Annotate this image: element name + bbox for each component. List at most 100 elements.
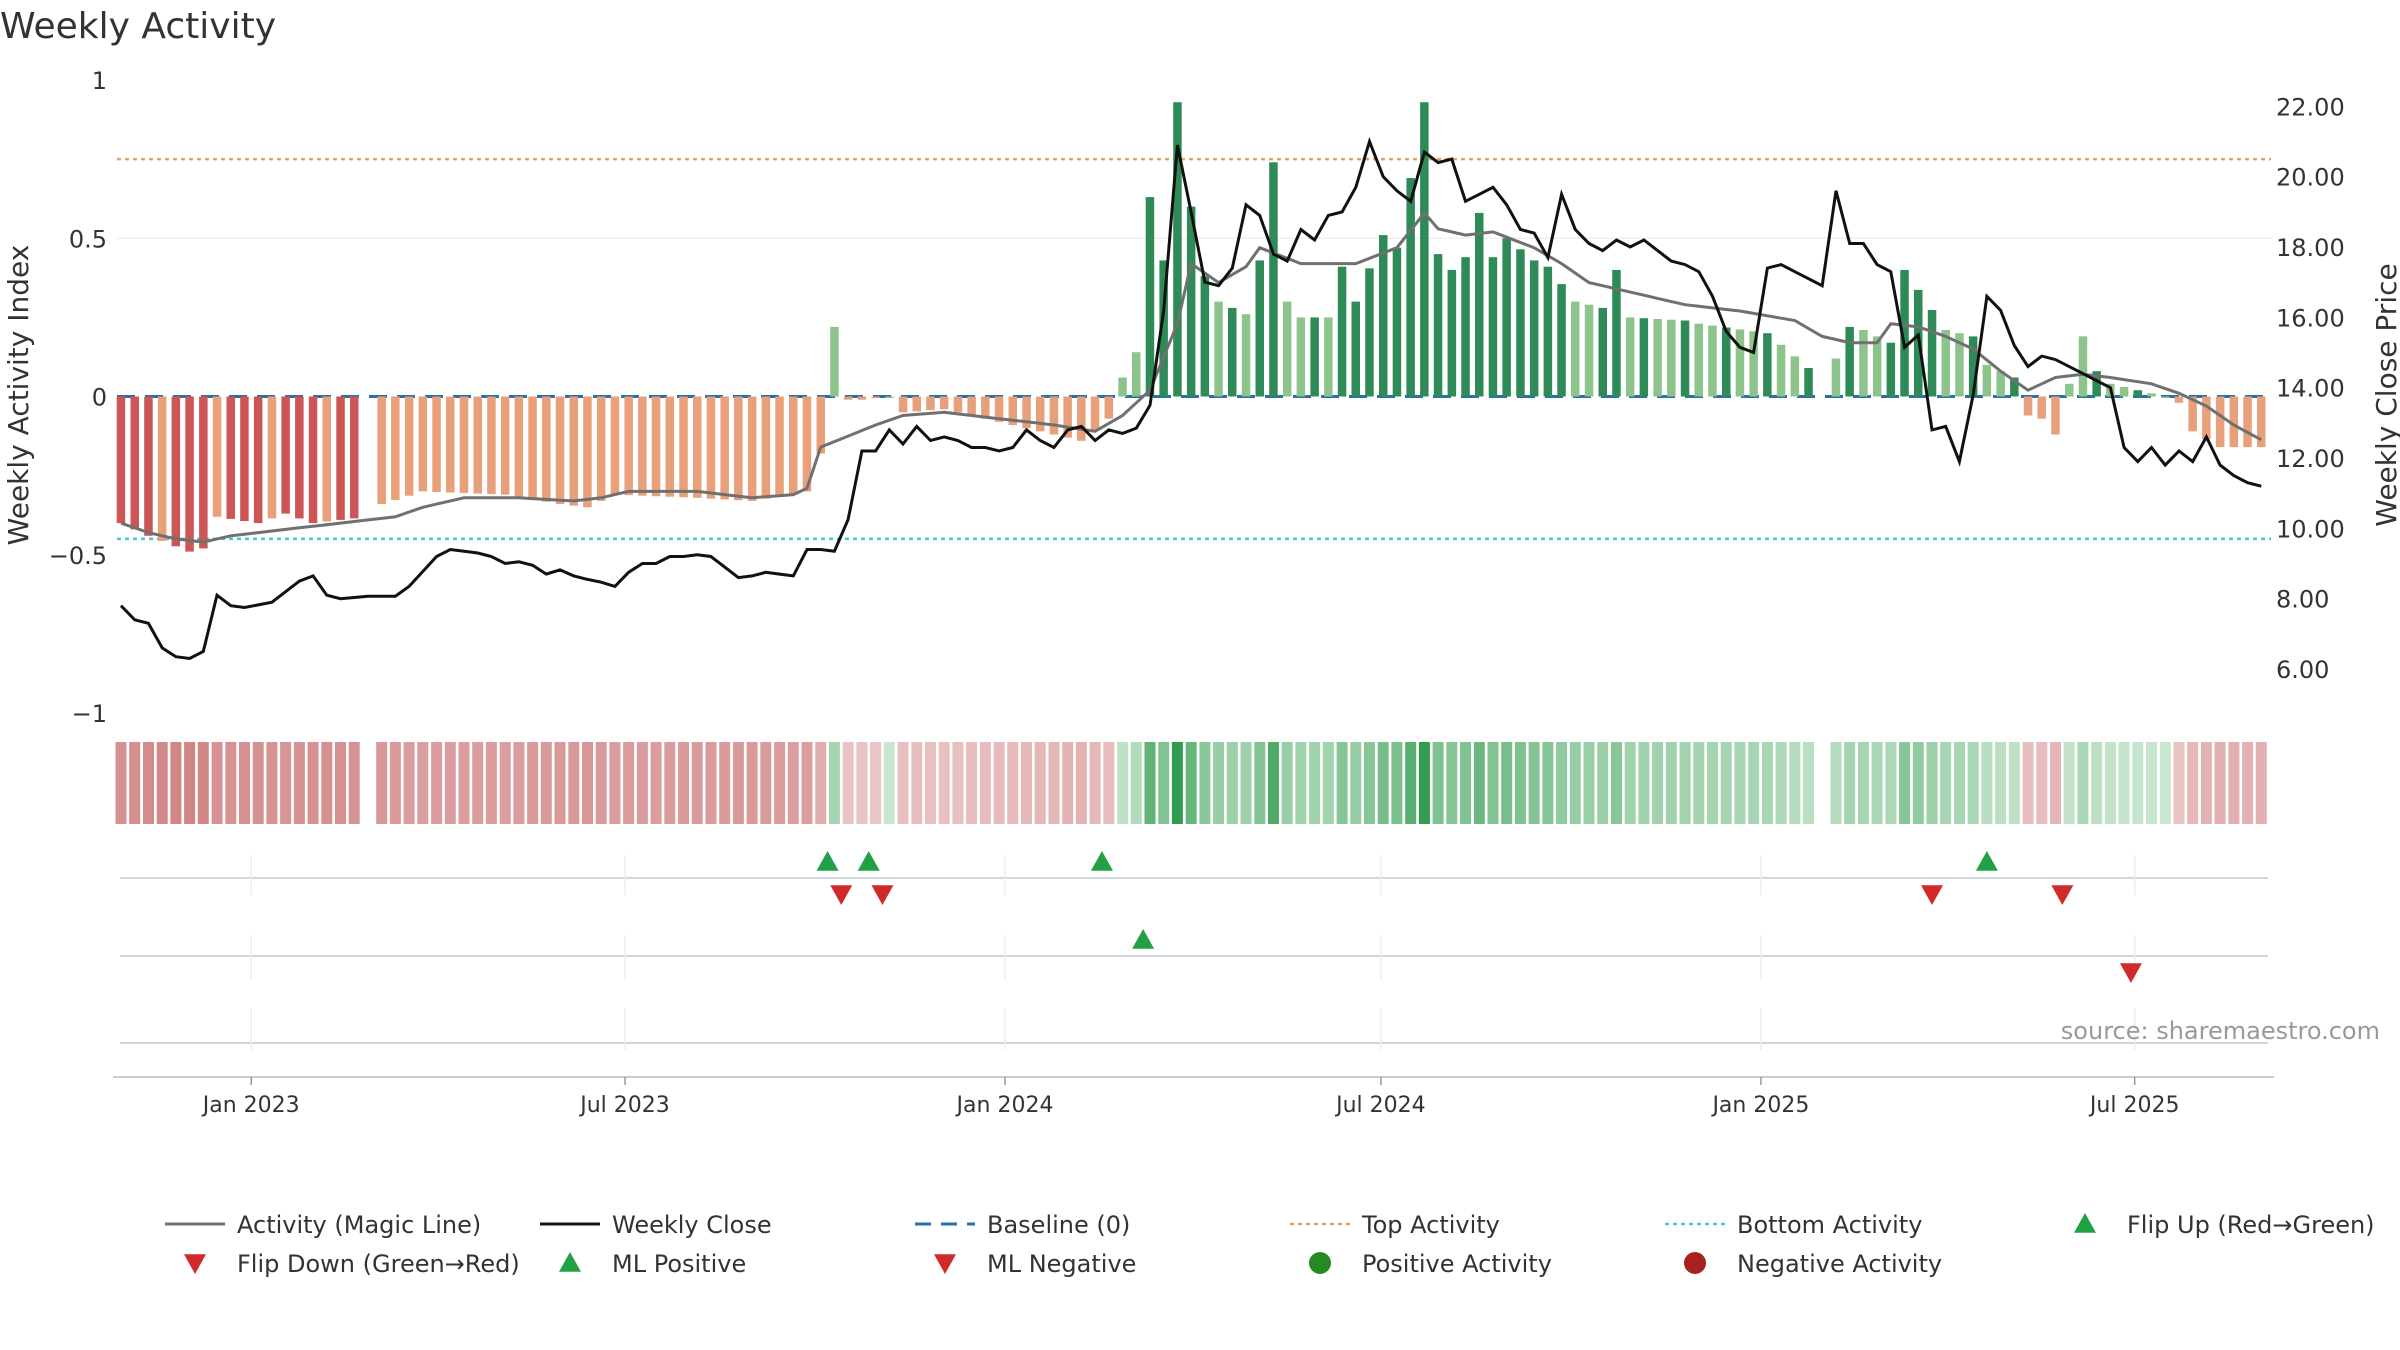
activity-bar — [1598, 307, 1607, 397]
magic-line-series — [120, 210, 2263, 544]
y-axis-label: Weekly Activity Index — [2, 245, 35, 546]
heat-strip-cell — [266, 742, 278, 824]
activity-bar — [2078, 336, 2088, 397]
activity-bar — [1186, 206, 1196, 397]
activity-bar — [638, 396, 647, 496]
activity-bar — [487, 396, 496, 495]
activity-bar — [377, 396, 386, 505]
legend-item: Activity (Magic Line) — [165, 1211, 481, 1239]
activity-bar — [802, 396, 812, 492]
activity-bar — [1132, 352, 1141, 397]
legend-item: Weekly Close — [540, 1211, 772, 1239]
main-plot-area: 1 0.5 0 −0.5 −1 22.00 20.00 18.00 16.00 14.00 12.… — [2, 67, 2400, 728]
heat-strip-cell — [2118, 742, 2130, 824]
legend-circle-swatch — [1309, 1252, 1331, 1274]
activity-bar — [1790, 356, 1800, 397]
heat-strip-cell — [1240, 742, 1252, 824]
activity-bar — [1420, 102, 1429, 397]
x-axis: Jan 2023 Jul 2023 Jan 2024 Jul 2024 Jan 2025… — [113, 1076, 2274, 1118]
activity-bar — [610, 396, 620, 495]
heat-strip-cell — [1871, 742, 1883, 824]
activity-bar — [2051, 396, 2060, 435]
activity-bar — [418, 396, 428, 492]
activity-bar — [253, 396, 263, 524]
activity-bar — [651, 396, 661, 497]
heat-strip-cell — [911, 742, 923, 824]
activity-bar — [994, 396, 1004, 422]
activity-bars — [116, 102, 2266, 552]
activity-bar — [1735, 329, 1745, 397]
heat-strip-cell — [1707, 742, 1718, 824]
activity-bar — [1406, 178, 1415, 397]
activity-bar — [1845, 326, 1854, 397]
legend-label: ML Negative — [987, 1250, 1136, 1278]
activity-bar — [1488, 257, 1498, 397]
activity-bar — [1008, 396, 1017, 425]
heat-strip-cell — [1789, 742, 1801, 824]
activity-bar — [2147, 393, 2156, 397]
heat-strip-cell — [1501, 742, 1513, 824]
heat-strip-cell — [1857, 742, 1869, 824]
activity-bar — [144, 396, 153, 536]
legend-label: Negative Activity — [1737, 1250, 1942, 1278]
activity-bar — [1941, 330, 1950, 397]
activity-bar — [2215, 396, 2225, 448]
heat-strip-cell — [650, 742, 662, 824]
heat-strip-cell — [1418, 742, 1430, 824]
y-tick-label: 0 — [92, 384, 107, 412]
heat-strip-cell — [307, 742, 319, 824]
activity-bar — [871, 396, 880, 399]
legend-item: ML Negative — [934, 1250, 1136, 1278]
heat-strip-cell — [1048, 742, 1060, 824]
heat-strip-cell — [1528, 742, 1540, 824]
heat-strip-cell — [2187, 742, 2199, 824]
heat-strip-cell — [2022, 742, 2034, 824]
activity-bar — [2229, 396, 2239, 448]
heat-strip-cell — [719, 742, 731, 824]
activity-bar — [1433, 254, 1443, 397]
chart-title: Weekly Activity — [0, 6, 276, 47]
heat-strip-cell — [1103, 742, 1115, 824]
activity-bar — [1859, 330, 1868, 397]
heat-strip-cell — [1514, 742, 1526, 824]
activity-bar — [1104, 396, 1114, 419]
heat-strip-cell — [389, 742, 401, 824]
heat-strip-cell — [1912, 742, 1924, 824]
heat-strip-cell — [2008, 742, 2020, 824]
activity-bar — [583, 396, 592, 508]
heat-strip-cell — [1075, 742, 1087, 824]
heat-strip-cell — [979, 742, 991, 824]
heat-strip-cell — [1748, 742, 1760, 824]
legend-circle-swatch — [1684, 1252, 1706, 1274]
heat-strip-cell — [1954, 742, 1965, 824]
heat-strip-cell — [870, 742, 882, 824]
activity-bar — [2092, 371, 2101, 397]
y2-tick-label: 12.00 — [2276, 445, 2345, 473]
activity-bar — [843, 396, 853, 400]
heat-strip-cell — [225, 742, 237, 824]
heat-strip-cell — [1665, 742, 1677, 824]
heat-strip-cell — [2173, 742, 2185, 824]
heat-strip-cell — [595, 742, 607, 824]
legend-item: Positive Activity — [1309, 1250, 1552, 1278]
activity-bar — [1502, 238, 1511, 397]
heat-strip-cell — [787, 742, 799, 824]
activity-bar — [2202, 396, 2211, 440]
activity-bar — [1159, 260, 1168, 397]
heat-strip-cell — [774, 742, 786, 824]
activity-bar — [2161, 396, 2170, 398]
activity-bar — [1145, 197, 1155, 397]
activity-bar — [1776, 344, 1786, 397]
x-tick-label: Jan 2024 — [955, 1093, 1054, 1118]
activity-bar — [391, 396, 400, 500]
activity-bar — [528, 396, 537, 500]
activity-bar — [308, 396, 318, 524]
activity-bar — [2188, 396, 2197, 432]
heat-strip-cell — [2159, 742, 2171, 824]
heat-strip-cell — [540, 742, 552, 824]
legend-label: Flip Up (Red→Green) — [2127, 1211, 2375, 1239]
heat-strip-cell — [2077, 742, 2089, 824]
legend-down-triangle — [934, 1254, 956, 1274]
activity-bar — [116, 396, 126, 524]
activity-bar — [157, 396, 167, 541]
